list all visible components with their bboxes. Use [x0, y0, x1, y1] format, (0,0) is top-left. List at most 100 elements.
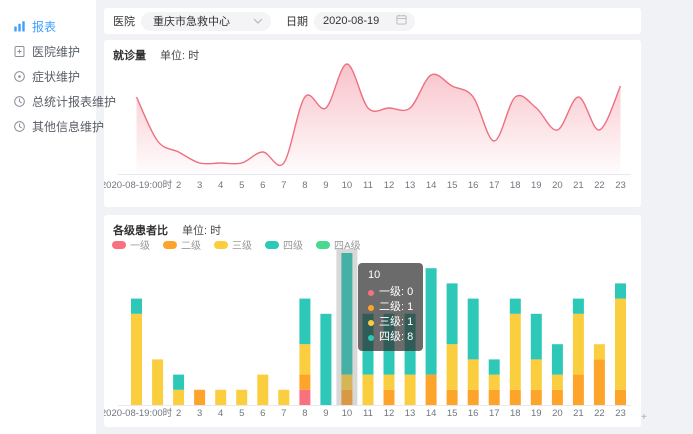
level-chart-card: 各级患者比 单位: 时 一级 二级 三级 四级 四A级 2020-08-19:00时 2 3…: [104, 215, 641, 427]
x-axis-label-12: 12: [384, 180, 395, 191]
bar-segment-三级: [341, 374, 353, 390]
bar-hour-0[interactable]: [131, 298, 142, 405]
bar-hour-12[interactable]: [383, 313, 395, 405]
bar-hour-7[interactable]: [278, 389, 290, 405]
bar-hour-16[interactable]: [467, 298, 479, 405]
bar-segment-二级: [383, 389, 395, 405]
bar-hour-5[interactable]: [236, 389, 248, 405]
x-axis-label-15: 15: [447, 180, 458, 191]
x-axis-label-4: 4: [218, 180, 223, 191]
legend-item-四A级[interactable]: 四A级: [316, 237, 361, 252]
bar-hour-14[interactable]: [425, 268, 437, 405]
sidebar-item-0[interactable]: 报表: [0, 14, 96, 39]
bar-hour-3[interactable]: [194, 389, 206, 405]
x-axis-label-22: 22: [594, 408, 605, 419]
x-axis-label-17: 17: [489, 180, 500, 191]
bar-segment-四级: [615, 283, 626, 299]
legend-item-二级[interactable]: 二级: [163, 237, 201, 252]
x-axis-label-9: 9: [323, 180, 328, 191]
x-axis-label-20: 20: [552, 180, 563, 191]
legend-swatch: [316, 240, 330, 249]
resize-handle-glyph: +: [641, 412, 647, 423]
x-axis-label-5: 5: [239, 180, 244, 191]
sidebar-item-3[interactable]: 总统计报表维护: [0, 89, 116, 114]
x-axis-label-23: 23: [615, 408, 626, 419]
bar-segment-三级: [446, 344, 458, 390]
bar-segment-四级: [572, 298, 584, 314]
bar-hour-13[interactable]: [404, 313, 416, 405]
bar-hour-4[interactable]: [215, 389, 227, 405]
bar-segment-三级: [257, 374, 269, 405]
bar-hour-11[interactable]: [362, 313, 374, 405]
legend-swatch: [163, 240, 177, 249]
sidebar-item-label: 医院维护: [32, 45, 81, 59]
bar-segment-三级: [404, 374, 416, 405]
bar-hour-17[interactable]: [488, 359, 500, 405]
bar-hour-2[interactable]: [173, 374, 185, 405]
level-chart-unit: 单位: 时: [182, 225, 222, 237]
bar-segment-三级: [362, 374, 374, 405]
bar-segment-四级: [173, 374, 185, 390]
bar-segment-四级: [425, 268, 437, 375]
x-axis-label-6: 6: [260, 408, 265, 419]
bar-hour-23[interactable]: [615, 283, 626, 405]
legend-label: 四A级: [334, 241, 361, 252]
legend-item-三级[interactable]: 三级: [214, 237, 252, 252]
x-axis-label-2: 2: [176, 180, 181, 191]
bar-hour-8[interactable]: [299, 298, 311, 405]
bar-hour-10[interactable]: [341, 253, 353, 405]
bar-hour-15[interactable]: [446, 283, 458, 405]
bar-hour-20[interactable]: [551, 344, 563, 405]
bar-hour-9[interactable]: [320, 313, 332, 405]
bar-segment-二级: [341, 389, 353, 405]
x-axis-label-7: 7: [281, 180, 286, 191]
sidebar-item-2[interactable]: 症状维护: [0, 64, 96, 89]
bar-segment-二级: [425, 374, 437, 405]
hospital-select[interactable]: 重庆市急救中心: [141, 11, 271, 31]
x-axis-label-8: 8: [302, 408, 307, 419]
bar-segment-一级: [299, 389, 311, 405]
bar-hour-21[interactable]: [572, 298, 584, 405]
x-axis-label-16: 16: [468, 408, 479, 419]
bar-segment-四级: [467, 298, 479, 360]
date-input[interactable]: 2020-08-19: [314, 11, 415, 31]
bar-hour-1[interactable]: [152, 359, 164, 405]
bar-segment-四级: [341, 253, 353, 375]
x-axis-label-3: 3: [197, 180, 202, 191]
bar-segment-四级: [509, 298, 521, 314]
bar-segment-四级: [320, 313, 332, 405]
x-axis-label-8: 8: [302, 180, 307, 191]
bar-hour-18[interactable]: [509, 298, 521, 405]
bar-segment-二级: [488, 389, 500, 405]
legend-item-四级[interactable]: 四级: [265, 237, 303, 252]
bar-hour-19[interactable]: [530, 313, 542, 405]
bar-segment-三级: [467, 359, 479, 390]
bar-segment-四级: [446, 283, 458, 345]
bar-segment-二级: [530, 389, 542, 405]
visits-area-fill: [136, 64, 621, 174]
x-axis-label-11: 11: [363, 408, 373, 419]
legend-item-一级[interactable]: 一级: [112, 237, 150, 252]
x-axis-label-5: 5: [239, 408, 244, 419]
bar-segment-三级: [488, 374, 500, 390]
visits-area-chart[interactable]: 2020-08-19:00时 2 3 4 5 6 7 8 9 10 11 12 13 14 15 16 17 18…: [104, 40, 641, 207]
level-chart-title: 各级患者比: [113, 225, 168, 237]
bar-hour-6[interactable]: [257, 374, 269, 405]
legend-label: 三级: [232, 241, 252, 252]
sidebar-item-1[interactable]: 医院维护: [0, 39, 96, 64]
bar-segment-四级: [404, 313, 416, 375]
sidebar-item-4[interactable]: 其他信息维护: [0, 114, 104, 139]
axis-pointer-shadow: [336, 249, 358, 405]
stats-clock-icon: [13, 95, 26, 108]
bar-segment-二级: [194, 389, 206, 405]
x-axis-label-13: 13: [405, 180, 416, 191]
visits-line-series[interactable]: [135, 63, 622, 166]
main-content: 医院 重庆市急救中心 日期 2020-08-19 就诊量 单位: 时 2020-…: [96, 0, 693, 434]
x-axis-label-17: 17: [489, 408, 500, 419]
x-axis-label-9: 9: [323, 408, 328, 419]
bar-hour-22[interactable]: [593, 344, 605, 405]
x-axis-label-22: 22: [594, 180, 605, 191]
bar-segment-三级: [173, 389, 185, 405]
x-axis-label-23: 23: [615, 180, 626, 191]
